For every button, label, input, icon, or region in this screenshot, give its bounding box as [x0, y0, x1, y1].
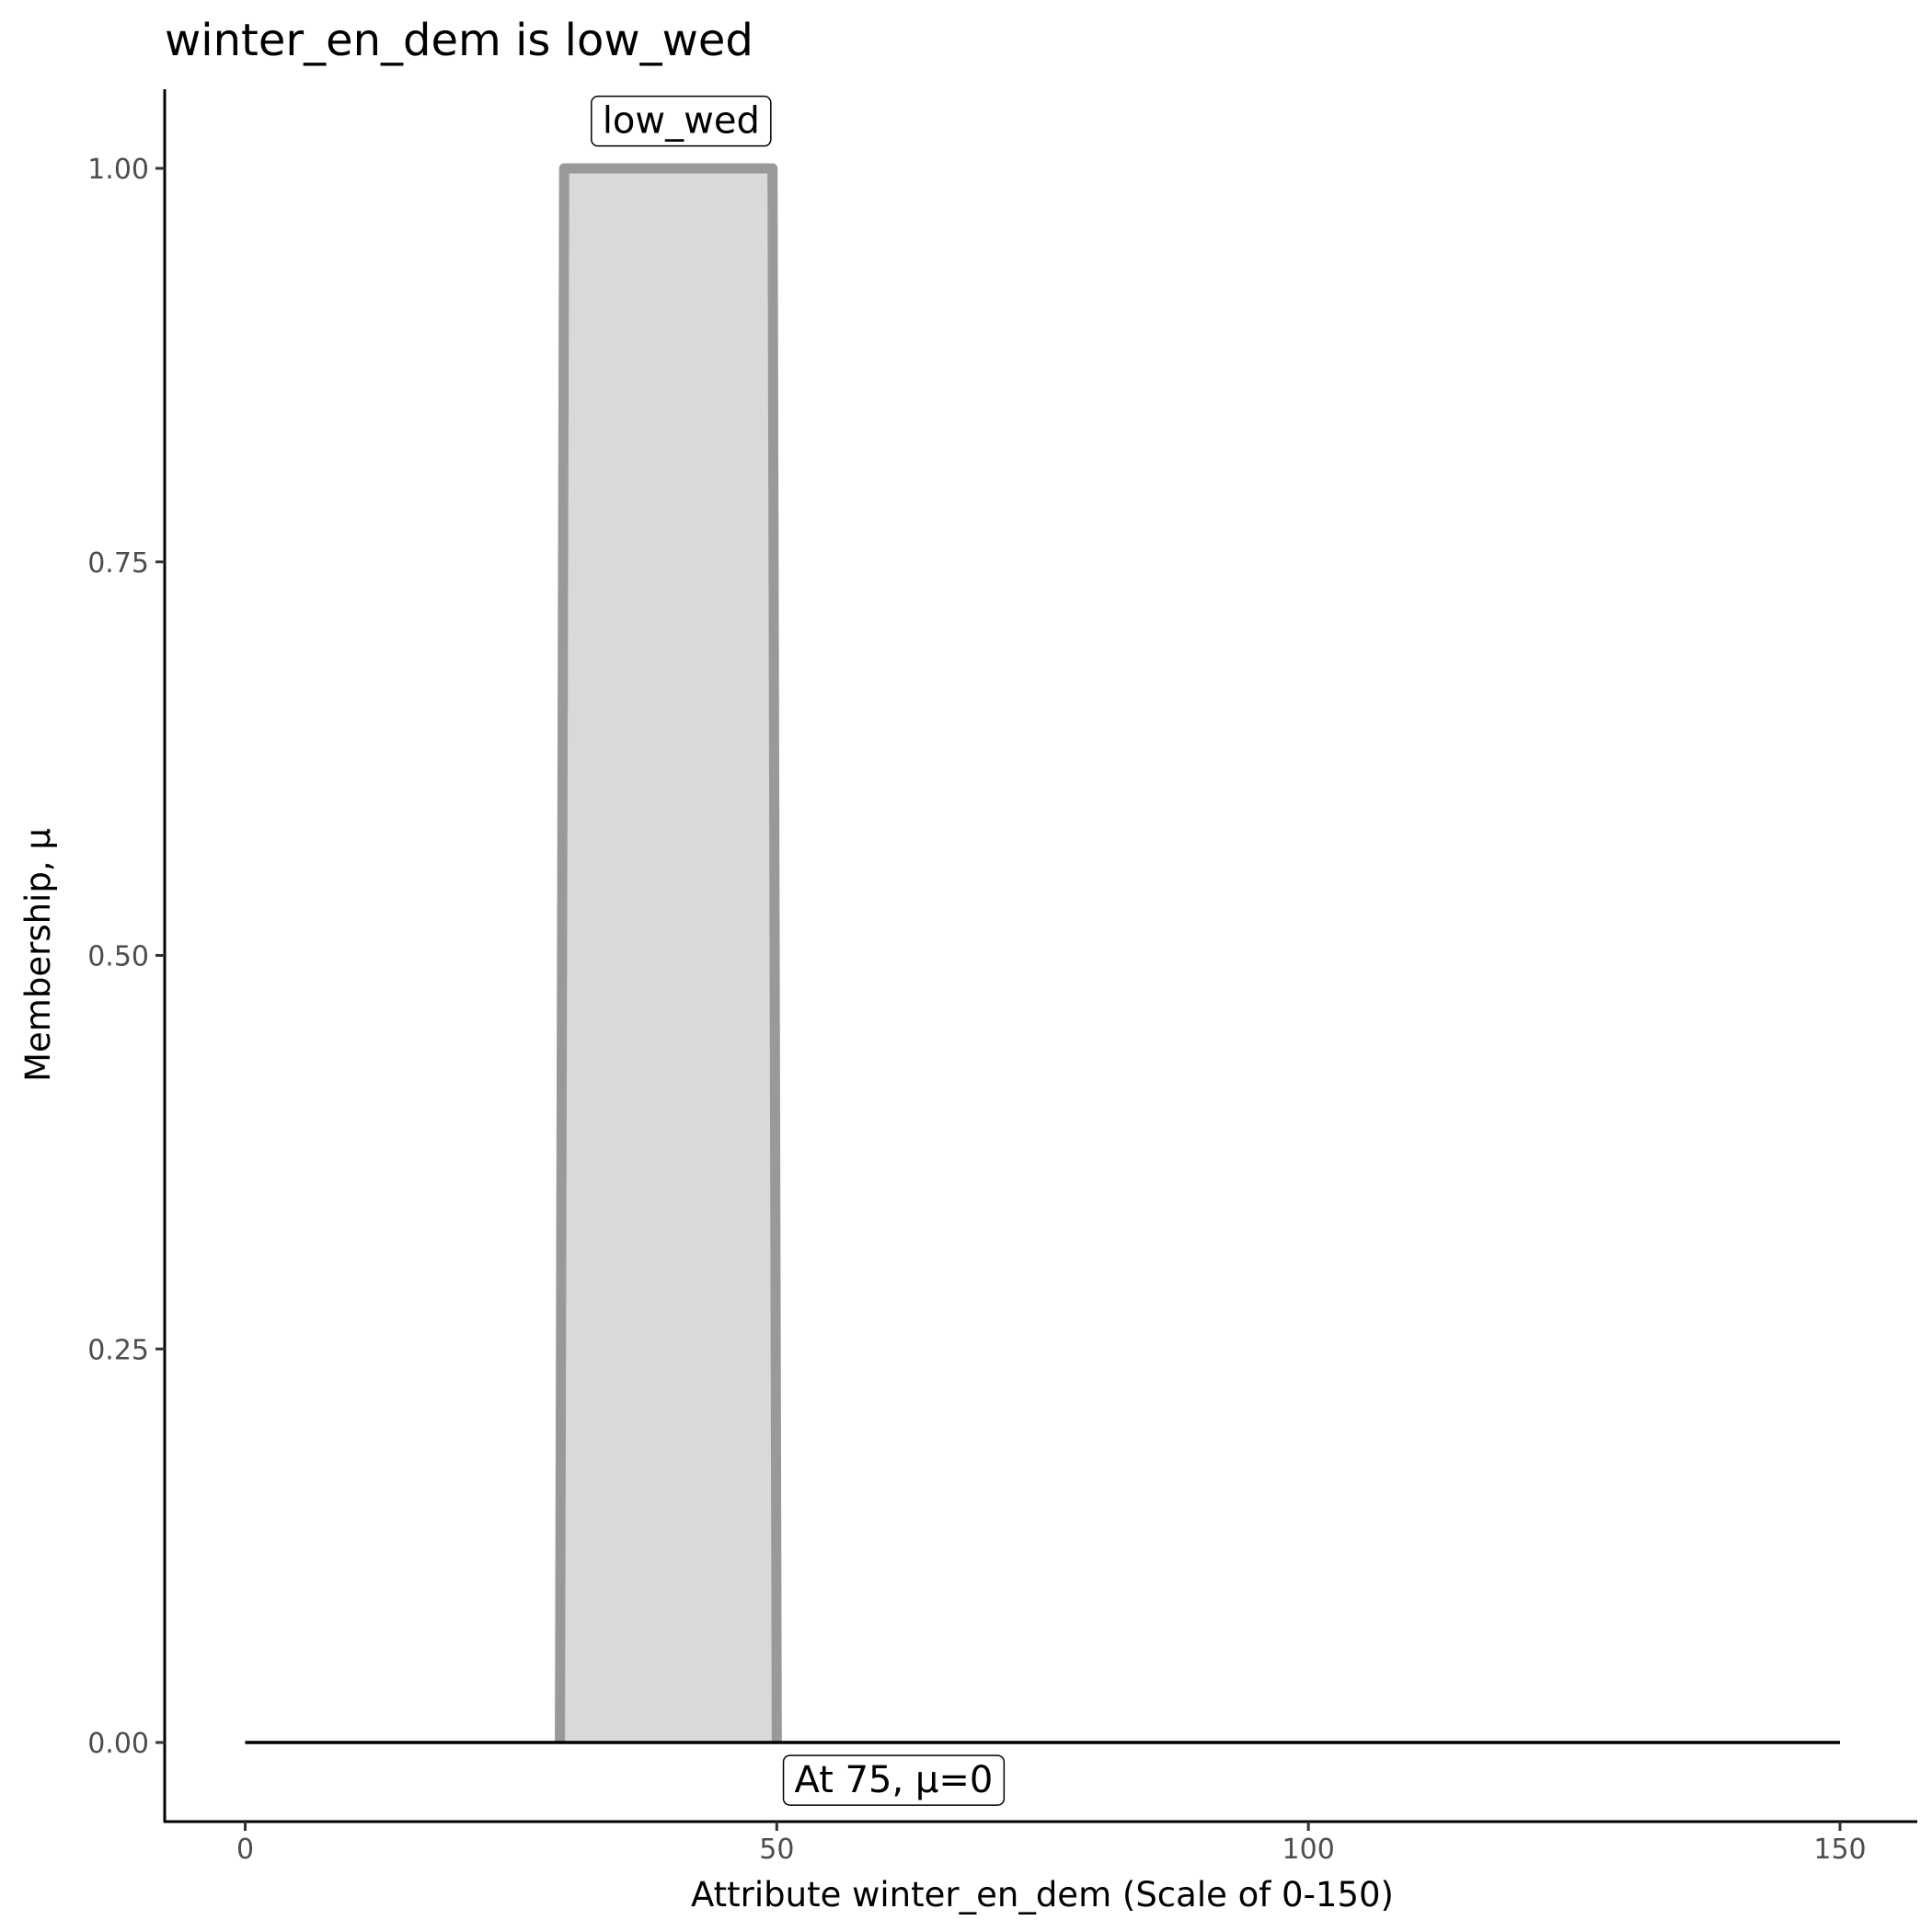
annotation-box [591, 95, 772, 147]
annotation-box [782, 1754, 1006, 1806]
chart-title: winter_en_dem is low_wed [165, 15, 753, 66]
annotation-label: At 75, μ=0 [782, 1754, 1006, 1806]
annotation-text: low_wed [603, 100, 760, 143]
y-ticks: 0.00 0.25 0.50 0.75 1.00 [87, 154, 165, 1760]
annotation-text: At 75, μ=0 [795, 1759, 994, 1801]
y-tick-label: 0.75 [87, 547, 149, 580]
y-axis-title: Membership, μ [18, 828, 58, 1082]
membership-line [555, 163, 782, 1743]
plot-area [245, 163, 1840, 1744]
x-tick-label: 50 [759, 1834, 794, 1866]
y-tick-label: 0.00 [87, 1728, 149, 1760]
x-tick-label: 0 [236, 1834, 254, 1866]
annotation-label: low_wed [591, 95, 772, 147]
x-tick-label: 150 [1813, 1834, 1866, 1866]
y-tick-label: 0.25 [87, 1334, 149, 1366]
y-tick-label: 0.50 [87, 941, 149, 973]
annotations: low_wed At 75, μ=0 [591, 95, 1006, 1806]
membership-area [559, 168, 777, 1742]
x-tick-label: 100 [1282, 1834, 1335, 1866]
y-tick-label: 1.00 [87, 154, 149, 186]
x-ticks: 0 50 100 150 [236, 1822, 1867, 1866]
x-axis-title: Attribute winter_en_dem (Scale of 0-150) [691, 1875, 1394, 1915]
